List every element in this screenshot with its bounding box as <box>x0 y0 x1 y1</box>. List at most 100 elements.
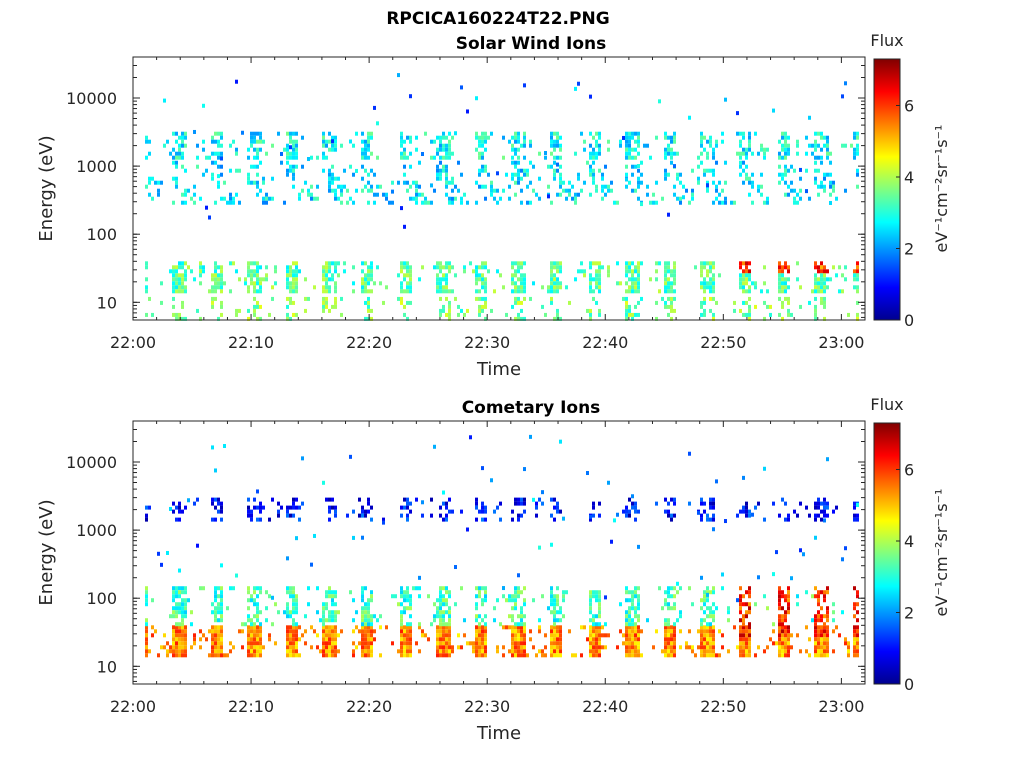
heatmap-cell <box>178 316 181 321</box>
heatmap-cell <box>439 285 442 290</box>
heatmap-cell <box>466 641 469 646</box>
heatmap-cell <box>817 598 820 603</box>
heatmap-cell <box>409 281 412 286</box>
heatmap-cell <box>700 281 703 286</box>
heatmap-cell <box>514 296 517 301</box>
heatmap-cell <box>700 269 703 274</box>
heatmap-cell <box>547 184 550 189</box>
heatmap-cell <box>364 509 367 514</box>
heatmap-cell <box>253 304 256 309</box>
heatmap-cell <box>160 562 163 567</box>
heatmap-cell <box>796 200 799 205</box>
heatmap-cell <box>340 188 343 193</box>
heatmap-cell <box>712 590 715 595</box>
heatmap-cell <box>832 618 835 623</box>
heatmap-cell <box>811 143 814 148</box>
heatmap-cell <box>748 289 751 294</box>
heatmap-cell <box>175 602 178 607</box>
heatmap-cell <box>784 517 787 522</box>
heatmap-cell <box>631 602 634 607</box>
heatmap-cell <box>799 285 802 290</box>
heatmap-cell <box>445 265 448 270</box>
heatmap-cell <box>853 273 856 278</box>
heatmap-cell <box>664 618 667 623</box>
heatmap-cell <box>445 645 448 650</box>
heatmap-cell <box>172 131 175 136</box>
heatmap-cell <box>667 629 670 634</box>
heatmap-cell <box>334 192 337 197</box>
heatmap-cell <box>703 296 706 301</box>
heatmap-cell <box>331 649 334 654</box>
heatmap-cell <box>664 285 667 290</box>
heatmap-cell <box>664 168 667 173</box>
heatmap-cell <box>568 300 571 305</box>
heatmap-cell <box>592 641 595 646</box>
heatmap-cell <box>550 285 553 290</box>
heatmap-cell <box>454 184 457 189</box>
heatmap-cell <box>313 196 316 201</box>
heatmap-cell <box>436 637 439 642</box>
heatmap-cell <box>295 641 298 646</box>
heatmap-cell <box>778 594 781 599</box>
heatmap-cell <box>460 196 463 201</box>
heatmap-cell <box>520 610 523 615</box>
heatmap-cell <box>778 261 781 266</box>
heatmap-cell <box>781 277 784 282</box>
heatmap-cell <box>745 637 748 642</box>
heatmap-cell <box>481 164 484 169</box>
heatmap-cell <box>220 505 223 510</box>
heatmap-cell <box>352 289 355 294</box>
heatmap-cell <box>664 304 667 309</box>
heatmap-cell <box>286 277 289 282</box>
heatmap-cell <box>217 285 220 290</box>
heatmap-cell <box>703 172 706 177</box>
heatmap-cell <box>445 143 448 148</box>
heatmap-cell <box>172 296 175 301</box>
heatmap-cell <box>337 610 340 615</box>
heatmap-cell <box>259 625 262 630</box>
heatmap-cell <box>595 269 598 274</box>
heatmap-cell <box>658 289 661 294</box>
heatmap-cell <box>247 265 250 270</box>
heatmap-cell <box>367 625 370 630</box>
heatmap-cell <box>292 610 295 615</box>
heatmap-cell <box>820 131 823 136</box>
heatmap-cell <box>562 594 565 599</box>
heatmap-cell <box>508 184 511 189</box>
heatmap-cell <box>709 641 712 646</box>
heatmap-cell <box>706 168 709 173</box>
heatmap-cell <box>400 151 403 156</box>
heatmap-cell <box>352 143 355 148</box>
heatmap-cell <box>481 135 484 140</box>
heatmap-cell <box>637 135 640 140</box>
heatmap-cell <box>451 151 454 156</box>
heatmap-cell <box>694 265 697 270</box>
heatmap-cell <box>217 184 220 189</box>
heatmap-cell <box>370 590 373 595</box>
heatmap-cell <box>442 517 445 522</box>
heatmap-cell <box>637 184 640 189</box>
heatmap-cell <box>211 151 214 156</box>
heatmap-cell <box>583 273 586 278</box>
heatmap-cell <box>781 645 784 650</box>
heatmap-cell <box>523 641 526 646</box>
heatmap-cell <box>625 509 628 514</box>
heatmap-cell <box>334 147 337 152</box>
heatmap-cell <box>796 139 799 144</box>
heatmap-cell <box>550 273 553 278</box>
heatmap-cell <box>436 168 439 173</box>
heatmap-cell <box>592 653 595 658</box>
heatmap-cell <box>553 625 556 630</box>
heatmap-cell <box>181 273 184 278</box>
heatmap-cell <box>745 172 748 177</box>
heatmap-cell <box>421 152 424 157</box>
heatmap-cell <box>418 594 421 599</box>
heatmap-cell <box>475 645 478 650</box>
heatmap-cell <box>184 614 187 619</box>
heatmap-cell <box>760 184 763 189</box>
heatmap-cell <box>523 316 526 321</box>
heatmap-cell <box>853 614 856 619</box>
heatmap-cell <box>595 131 598 136</box>
heatmap-cell <box>748 509 751 514</box>
heatmap-cell <box>253 269 256 274</box>
